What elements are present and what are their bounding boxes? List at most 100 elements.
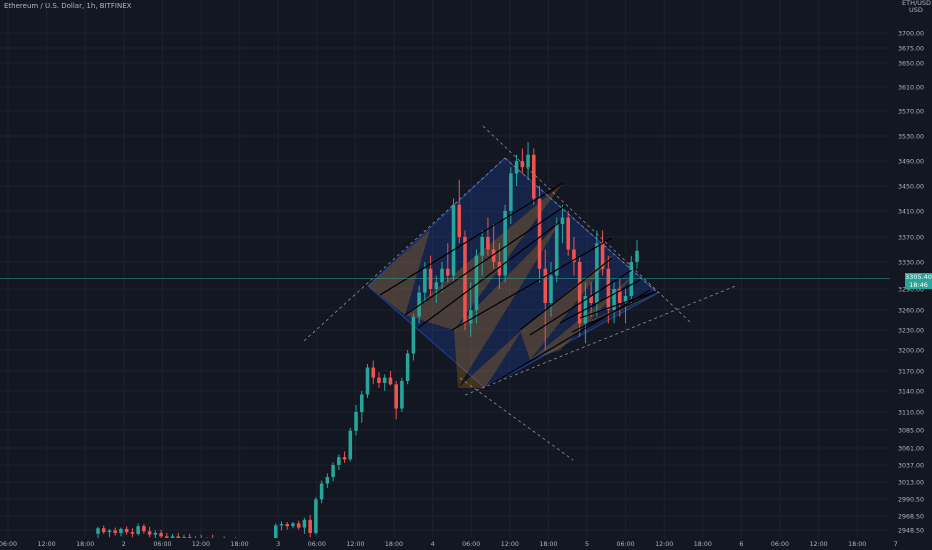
time-tick-label: 18:00 [539, 541, 557, 548]
candle-body [434, 282, 439, 289]
candle [612, 282, 616, 324]
trendline [379, 182, 564, 296]
price-tick-label: 3490.00 [898, 159, 924, 166]
candle [147, 526, 152, 538]
time-tick-label: 6 [739, 541, 743, 548]
wedge-pattern-drawings [367, 157, 659, 389]
candle [96, 526, 100, 539]
price-tick-label: 3230.00 [898, 328, 924, 335]
candle-body [400, 381, 404, 409]
candle-body [618, 289, 622, 303]
price-tick-label: 3260.00 [898, 308, 924, 315]
candle-body [342, 457, 347, 460]
candle [595, 230, 599, 317]
candle [285, 521, 290, 530]
candle [130, 528, 135, 538]
price-tick-label: 3013.00 [898, 480, 924, 487]
time-tick-label: 12:00 [192, 541, 210, 548]
candle-body [348, 430, 353, 460]
trendline [484, 289, 651, 389]
candle [394, 381, 398, 420]
candle-body [445, 268, 450, 276]
candle-body [595, 243, 599, 303]
candle-body [423, 268, 427, 293]
price-tick-label: 3530.00 [898, 134, 924, 141]
currency-unit-label: USD [909, 6, 923, 14]
candle [101, 525, 106, 534]
candle-body [600, 243, 605, 269]
candle [451, 198, 456, 283]
candle-body [285, 524, 290, 527]
candle [331, 462, 335, 482]
candle [342, 451, 347, 463]
wedge-fill [454, 222, 560, 388]
chart-title: Ethereum / U.S. Dollar, 1h, BITFINEX [4, 2, 132, 10]
price-tick-label: 3330.00 [898, 260, 924, 267]
candle-body [308, 519, 312, 533]
candle-body [325, 477, 330, 484]
candle-body [165, 536, 169, 539]
candle-body [549, 275, 553, 303]
candle-body [296, 523, 301, 528]
price-tick-label: 2990.50 [898, 497, 924, 504]
candle-countdown: 18:46 [909, 280, 928, 289]
candle [480, 230, 484, 276]
candle [600, 230, 605, 276]
candle-body [474, 255, 479, 310]
candle [119, 527, 123, 537]
candle-body [635, 250, 639, 262]
candle-body [279, 524, 284, 526]
candle-body [331, 465, 335, 478]
candle [543, 249, 548, 350]
current-price-tag: 3305.40 18:46 [905, 272, 932, 289]
time-tick-label: 12:00 [346, 541, 364, 548]
price-tick-label: 3370.00 [898, 235, 924, 242]
candle [474, 249, 479, 324]
price-tick-label: 2948.50 [898, 528, 924, 535]
time-tick-label: 06:00 [771, 541, 789, 548]
price-tick-label: 3290.00 [898, 287, 924, 294]
candle [503, 204, 507, 283]
time-tick-label: 5 [585, 541, 589, 548]
candle-body [486, 237, 490, 250]
candle-body [480, 237, 484, 256]
time-tick-label: 18:00 [848, 541, 866, 548]
time-tick-label: 12:00 [501, 541, 519, 548]
candle-body [359, 394, 364, 412]
wedge-fill [458, 330, 522, 388]
time-tick-label: 18:00 [231, 541, 249, 548]
candle-body [411, 316, 416, 354]
candle [635, 240, 639, 269]
candle-body [503, 211, 507, 276]
time-tick-label: 18:00 [385, 541, 403, 548]
candle [107, 528, 112, 538]
candle-body [371, 367, 376, 378]
candle [618, 278, 622, 317]
candle [629, 255, 634, 303]
time-tick-label: 12:00 [38, 541, 56, 548]
candle [491, 224, 496, 269]
candle [589, 282, 593, 317]
candle [572, 237, 576, 276]
candle-body [572, 249, 576, 262]
candle [337, 454, 341, 470]
candle-body [463, 237, 467, 324]
candle [365, 364, 370, 398]
price-tick-label: 3410.00 [898, 209, 924, 216]
candle [549, 262, 553, 317]
time-tick-label: 18:00 [694, 541, 712, 548]
candle-body [554, 224, 559, 276]
price-tick-label: 3085.00 [898, 428, 924, 435]
candle-body [130, 532, 135, 534]
candle-body [457, 204, 462, 237]
candle [314, 497, 318, 535]
candle-body [291, 523, 295, 527]
candle [526, 142, 530, 180]
candle [468, 282, 473, 337]
candle [279, 521, 284, 531]
time-tick-label: 2 [122, 541, 126, 548]
trendline-drawings [0, 125, 890, 461]
dashed-trendline [464, 284, 739, 396]
candle-body [417, 292, 421, 317]
